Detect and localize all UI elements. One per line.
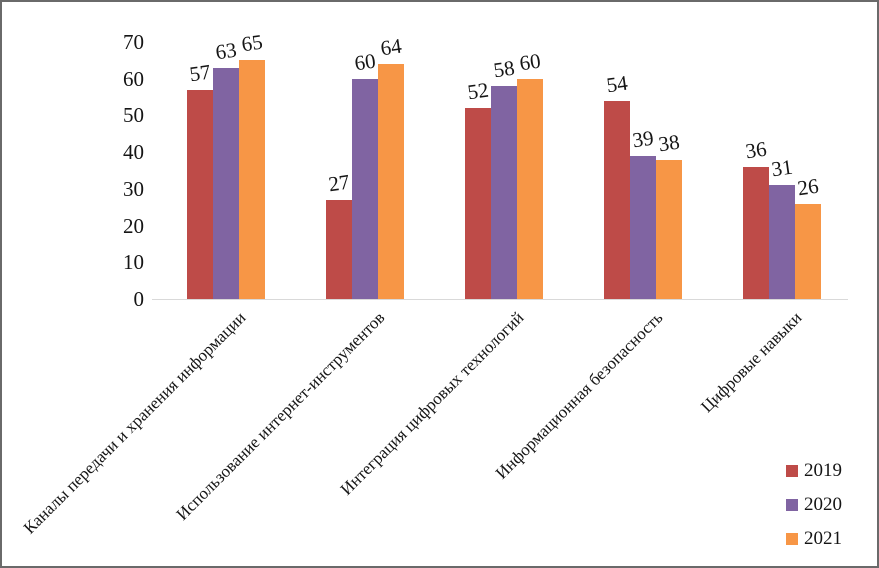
legend-item-2019: 2019 bbox=[786, 460, 842, 481]
legend-item-2021: 2021 bbox=[786, 528, 842, 549]
bar-2019 bbox=[603, 100, 630, 299]
y-axis-tick-label: 30 bbox=[123, 176, 144, 201]
bar-2020 bbox=[490, 86, 517, 299]
x-axis-category-label: Интеграция цифровых технологий bbox=[336, 308, 527, 499]
legend: 2019 2020 2021 bbox=[786, 460, 842, 562]
bar-2021 bbox=[794, 203, 821, 299]
y-axis-tick-label: 40 bbox=[123, 140, 144, 165]
bar-2019 bbox=[742, 166, 769, 299]
bar-group: 57 63 65 bbox=[152, 30, 291, 299]
x-axis-line bbox=[152, 299, 848, 300]
bar-2020 bbox=[212, 67, 239, 299]
y-axis-tick-label: 20 bbox=[123, 213, 144, 238]
y-axis-tick-label: 70 bbox=[123, 30, 144, 54]
bar-group: 54 39 38 bbox=[569, 42, 708, 299]
legend-swatch-icon bbox=[786, 464, 798, 477]
bar-2020 bbox=[629, 155, 656, 299]
bar-group: 52 58 60 bbox=[430, 42, 569, 299]
bar-group: 36 31 26 bbox=[708, 42, 847, 299]
legend-swatch-icon bbox=[786, 498, 798, 511]
y-axis-tick-label: 0 bbox=[133, 287, 145, 311]
bar-value-label: 60 bbox=[517, 48, 542, 76]
plot-area: 57 63 65 27 60 64 52 58 60 54 39 38 36 31 26 bbox=[152, 30, 847, 299]
bar-2021 bbox=[655, 159, 682, 299]
bar-value-label: 54 bbox=[604, 70, 629, 98]
bar-2020 bbox=[768, 185, 795, 299]
y-axis-tick-label: 50 bbox=[123, 103, 144, 128]
legend-swatch-icon bbox=[786, 532, 798, 545]
x-axis-category-label: Использование интернет-инструментов bbox=[172, 308, 388, 524]
bar-2020 bbox=[351, 78, 378, 299]
y-axis-tick-label: 60 bbox=[123, 66, 144, 91]
x-axis-category-label: Цифровые навыки bbox=[696, 308, 805, 417]
bar-2019 bbox=[186, 89, 213, 299]
bar-2021 bbox=[377, 64, 404, 299]
bar-2021 bbox=[238, 60, 265, 299]
bar-2021 bbox=[516, 78, 543, 299]
bar-2019 bbox=[325, 199, 352, 299]
legend-item-2020: 2020 bbox=[786, 494, 842, 515]
bar-2019 bbox=[464, 108, 491, 299]
legend-label: 2021 bbox=[804, 528, 842, 549]
x-axis-category-label: Каналы передачи и хранения информации bbox=[19, 308, 249, 538]
y-axis-tick-label: 10 bbox=[123, 250, 144, 275]
bar-value-label: 65 bbox=[239, 30, 264, 57]
legend-label: 2019 bbox=[804, 460, 842, 481]
legend-label: 2020 bbox=[804, 494, 842, 515]
bar-value-label: 64 bbox=[378, 33, 403, 61]
bar-group: 27 60 64 bbox=[291, 34, 430, 299]
x-axis-category-label: Информационная безопасность bbox=[491, 308, 666, 483]
